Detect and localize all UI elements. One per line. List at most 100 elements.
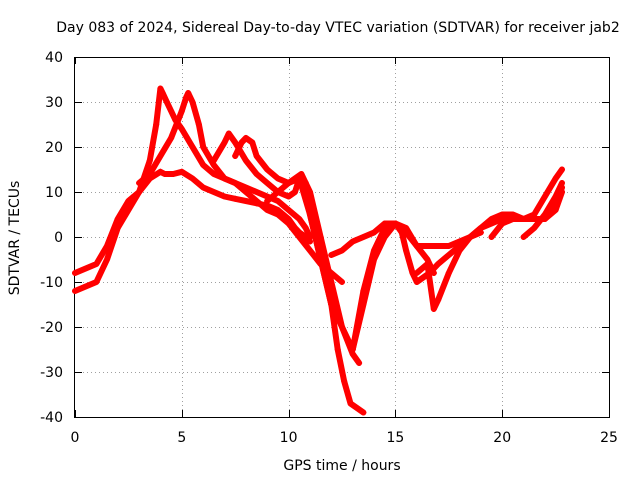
data-point (520, 234, 527, 240)
data-point (242, 184, 249, 191)
data-point (328, 252, 335, 258)
data-point (552, 175, 559, 182)
data-point (398, 229, 405, 236)
data-point (221, 175, 228, 182)
data-point (306, 247, 313, 254)
y-tick-label: 0 (54, 230, 63, 246)
data-point (274, 175, 281, 182)
data-point (189, 99, 196, 105)
axis-ticks: 0 5 10 15 20 25 -40 -30 -20 -10 0 10 20 30 40 (40, 50, 618, 446)
data-point (430, 306, 437, 312)
data-point (274, 211, 281, 218)
data-point (552, 193, 559, 200)
data-point (242, 135, 249, 141)
data-point (509, 216, 516, 222)
plot-frame (74, 57, 610, 418)
data-series (72, 85, 566, 416)
data-point (157, 153, 164, 159)
data-point (349, 238, 356, 245)
data-point (136, 189, 143, 195)
data-point (445, 252, 452, 258)
data-point (328, 301, 335, 308)
data-point (114, 225, 121, 231)
data-point (360, 234, 367, 240)
data-point (249, 139, 256, 146)
data-point (317, 256, 324, 263)
data-point (413, 270, 420, 276)
data-point (274, 189, 281, 195)
y-tick-label: -10 (40, 275, 63, 291)
data-point (531, 216, 538, 222)
data-point (541, 193, 548, 200)
data-point (296, 216, 303, 222)
data-point (285, 180, 292, 186)
data-point (435, 297, 442, 303)
data-point (371, 247, 378, 254)
x-tick-label: 10 (280, 430, 298, 446)
series-track-2 (72, 85, 345, 294)
data-point (232, 139, 239, 146)
data-point (420, 274, 427, 281)
series-track-7 (328, 220, 484, 258)
y-tick-label: -30 (40, 365, 63, 381)
data-point (178, 126, 185, 132)
data-point (360, 409, 367, 416)
data-point (232, 153, 239, 159)
data-point (488, 234, 495, 240)
series-track (488, 184, 565, 240)
data-point (435, 261, 442, 267)
data-point (353, 405, 360, 411)
data-point (339, 324, 345, 330)
data-point (225, 130, 232, 137)
y-tick-label: 30 (45, 95, 63, 111)
data-point (296, 234, 303, 240)
data-point (163, 99, 170, 105)
data-point (328, 279, 335, 285)
data-point (242, 198, 249, 204)
data-point (467, 234, 474, 240)
data-point (210, 189, 217, 195)
data-point (125, 207, 132, 213)
chart-title: Day 083 of 2024, Sidereal Day-to-day VTE… (56, 20, 619, 36)
x-tick-label: 5 (177, 430, 186, 446)
data-point (541, 211, 548, 218)
data-point (253, 171, 260, 177)
series-track (349, 220, 463, 353)
data-point (403, 247, 410, 254)
data-point (285, 207, 292, 213)
data-point (82, 265, 89, 272)
data-point (170, 171, 177, 177)
data-point (292, 189, 299, 195)
data-point (264, 180, 271, 186)
data-point (306, 211, 313, 218)
y-tick-label: 10 (45, 185, 63, 201)
series-track (72, 168, 313, 276)
data-point (477, 225, 484, 231)
data-point (445, 243, 452, 249)
data-point (168, 135, 175, 141)
data-point (238, 139, 245, 146)
data-point (285, 220, 292, 227)
data-point (232, 180, 239, 186)
data-point (456, 243, 463, 249)
data-point (435, 243, 442, 249)
data-point (210, 171, 217, 177)
x-tick-label: 15 (386, 430, 404, 446)
data-point (306, 189, 313, 195)
data-point (221, 193, 228, 200)
x-tick-label: 20 (493, 430, 511, 446)
data-point (210, 157, 217, 164)
data-point (253, 153, 260, 159)
data-point (157, 85, 164, 92)
series-track (72, 85, 345, 294)
data-point (146, 171, 153, 177)
y-tick-label: 40 (45, 50, 63, 66)
data-point (341, 378, 348, 384)
data-point (200, 184, 207, 191)
data-point (159, 90, 166, 96)
data-point (232, 195, 239, 202)
data-point (264, 207, 271, 213)
data-point (253, 198, 260, 204)
data-point (195, 121, 202, 128)
